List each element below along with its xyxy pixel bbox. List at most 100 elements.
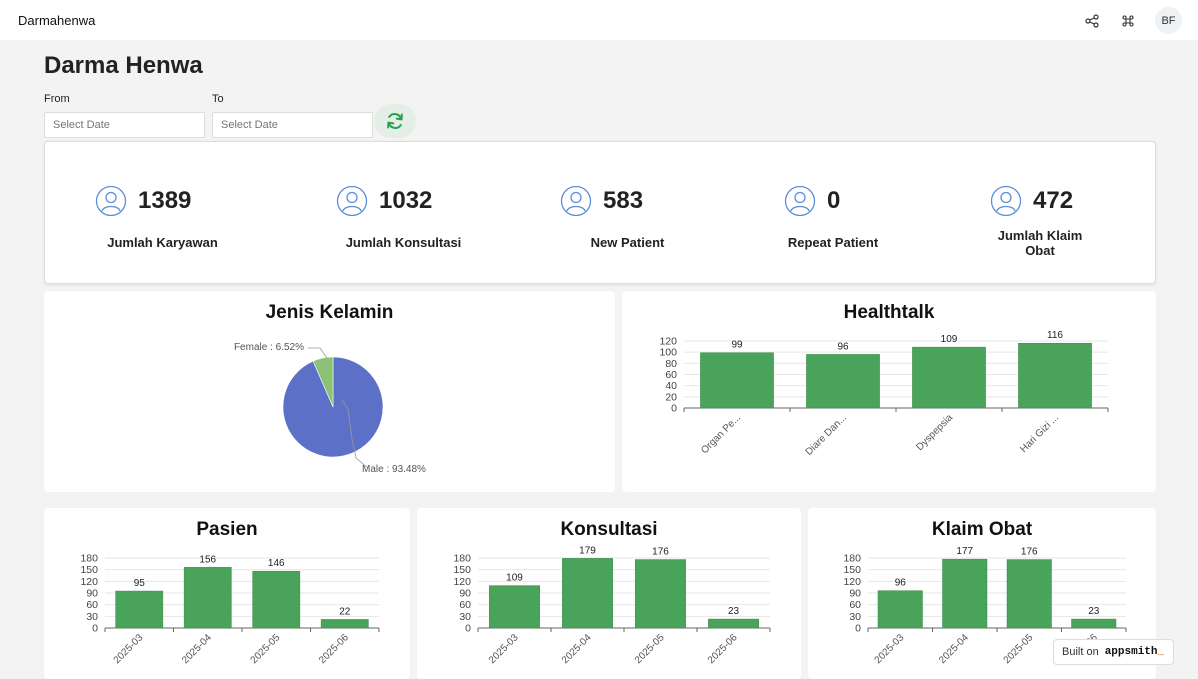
- stat-value: 472: [1033, 187, 1074, 214]
- y-tick-label: 150: [80, 564, 98, 576]
- x-tick-label: 2025-06: [317, 632, 351, 666]
- y-tick-label: 150: [843, 564, 861, 576]
- bar-4: [320, 619, 369, 629]
- pie-label-female: Female : 6.52%: [234, 342, 304, 353]
- y-tick-label: 120: [80, 576, 98, 588]
- bar-1: [115, 590, 164, 629]
- chart-title: Jenis Kelamin: [265, 302, 394, 323]
- y-tick-label: 80: [665, 358, 677, 370]
- appsmith-logo: appsmith_: [1105, 646, 1164, 658]
- data-label: 156: [199, 554, 216, 565]
- y-tick-label: 60: [665, 369, 677, 381]
- from-date-input[interactable]: [44, 112, 205, 138]
- y-tick-label: 90: [86, 588, 98, 600]
- brand-text: appsmith: [1104, 646, 1158, 658]
- bar-3: [912, 346, 986, 409]
- app-header: Darmahenwa BF: [0, 0, 1198, 40]
- y-tick-label: 120: [843, 576, 861, 588]
- y-tick-label: 60: [849, 599, 861, 611]
- refresh-button[interactable]: [374, 104, 416, 138]
- data-label: 109: [506, 573, 523, 584]
- user-icon: [95, 185, 127, 217]
- x-tick-label: 2025-04: [937, 632, 971, 666]
- y-tick-label: 180: [80, 553, 98, 565]
- bar-3: [252, 570, 301, 629]
- stat-jumlah-karyawan: 1389 Jumlah Karyawan: [75, 142, 275, 285]
- y-tick-label: 20: [665, 391, 677, 403]
- pie-label-male: Male : 93.48%: [362, 464, 426, 475]
- data-label: 23: [728, 606, 740, 617]
- brand-suffix: _: [1157, 646, 1165, 658]
- bar-2: [562, 558, 613, 629]
- y-tick-label: 90: [459, 588, 471, 600]
- data-label: 116: [1047, 330, 1063, 341]
- share-icon[interactable]: [1079, 8, 1105, 34]
- to-label: To: [212, 93, 224, 105]
- page-title: Darma Henwa: [44, 52, 203, 79]
- user-icon: [784, 185, 816, 217]
- from-label: From: [44, 93, 70, 105]
- x-tick-label: Dyspepsia: [914, 412, 955, 453]
- chart-title: Pasien: [196, 519, 258, 540]
- bar-2: [942, 558, 988, 629]
- stat-jumlah-klaim-obat: 472 Jumlah Klaim Obat: [970, 142, 1170, 285]
- y-tick-label: 120: [659, 336, 677, 348]
- jenis-kelamin-card: Jenis Kelamin Male : 93.48% Female : 6.52…: [44, 291, 615, 492]
- stat-label-line1: Jumlah Klaim: [997, 228, 1083, 243]
- avatar[interactable]: BF: [1155, 7, 1182, 34]
- y-tick-label: 0: [92, 623, 98, 635]
- konsultasi-card: Konsultasi 0 30 60 90 120 150 180 109 2025-03 179…: [417, 508, 801, 679]
- x-tick-label: Diare Dan...: [804, 412, 850, 458]
- stat-label: Repeat Patient: [787, 235, 879, 250]
- app-title: Darmahenwa: [18, 12, 96, 28]
- stat-label-line2: Obat: [1025, 243, 1055, 258]
- built-on-label: Built on: [1062, 646, 1099, 658]
- x-tick-label: 2025-04: [560, 632, 594, 666]
- bar-4: [1071, 618, 1117, 629]
- y-tick-label: 180: [453, 553, 471, 565]
- refresh-icon: [387, 113, 403, 129]
- stat-jumlah-konsultasi: 1032 Jumlah Konsultasi: [316, 142, 516, 285]
- stats-card: 1389 Jumlah Karyawan 1032 Jumlah Konsult…: [44, 141, 1156, 284]
- stat-label: New Patient: [590, 235, 665, 250]
- data-label: 96: [895, 578, 907, 589]
- stat-label: Jumlah Konsultasi: [345, 235, 462, 250]
- y-tick-label: 60: [459, 599, 471, 611]
- y-tick-label: 30: [849, 611, 861, 623]
- pasien-card: Pasien 0 30 60 90 120 150 180 95 2025-03 156 2025-…: [44, 508, 410, 679]
- y-tick-label: 180: [843, 553, 861, 565]
- y-tick-label: 30: [459, 611, 471, 623]
- jenis-kelamin-chart: Male : 93.48% Female : 6.52%: [234, 342, 426, 475]
- pie-leader-male: [341, 399, 369, 469]
- healthtalk-card: Healthtalk 0 20 40 60 80 100 120 99 Organ Pe... 9…: [622, 291, 1156, 492]
- chart-title: Healthtalk: [843, 302, 935, 323]
- y-tick-label: 30: [86, 611, 98, 623]
- y-tick-label: 100: [659, 347, 677, 359]
- data-label: 95: [134, 578, 146, 589]
- stat-value: 583: [603, 187, 644, 214]
- bar-1: [877, 590, 923, 629]
- y-tick-label: 40: [665, 380, 677, 392]
- x-tick-label: 2025-05: [249, 632, 283, 666]
- user-icon: [336, 185, 368, 217]
- stat-value: 1389: [138, 187, 192, 214]
- chart-title: Klaim Obat: [931, 519, 1033, 540]
- bar-1: [700, 352, 774, 409]
- to-date-input[interactable]: [212, 112, 373, 138]
- x-tick-label: 2025-04: [180, 632, 214, 666]
- x-tick-label: 2025-03: [873, 632, 907, 666]
- built-on-appsmith-badge[interactable]: Built on appsmith_: [1053, 639, 1174, 665]
- y-tick-label: 0: [465, 623, 471, 635]
- user-icon: [560, 185, 592, 217]
- bar-2: [183, 567, 232, 629]
- data-label: 177: [956, 546, 973, 557]
- x-tick-label: 2025-05: [1002, 632, 1036, 666]
- data-label: 146: [268, 558, 285, 569]
- stat-value: 0: [827, 187, 841, 214]
- command-icon[interactable]: [1115, 8, 1141, 34]
